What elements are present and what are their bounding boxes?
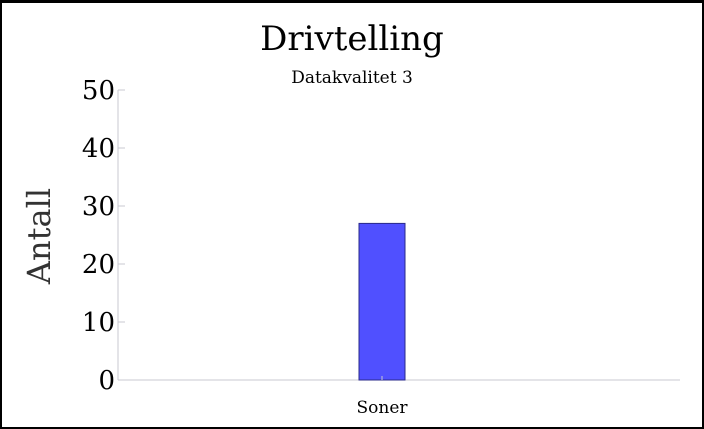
chart-title: Drivtelling bbox=[260, 19, 444, 59]
y-tick-label: 10 bbox=[82, 308, 115, 338]
y-tick-label: 50 bbox=[82, 76, 115, 106]
bars bbox=[358, 222, 406, 381]
y-tick-label: 40 bbox=[82, 134, 115, 164]
y-tick-label: 20 bbox=[82, 250, 115, 280]
y-ticks: 0 10 20 30 40 50 bbox=[82, 76, 125, 396]
x-ticks: Soner bbox=[356, 376, 408, 418]
y-axis-label: Antall bbox=[20, 188, 58, 285]
bar bbox=[358, 222, 406, 381]
x-tick-label: Soner bbox=[356, 398, 408, 418]
y-tick-label: 0 bbox=[98, 366, 115, 396]
chart-subtitle: Datakvalitet 3 bbox=[291, 68, 413, 88]
y-tick-label: 30 bbox=[82, 192, 115, 222]
